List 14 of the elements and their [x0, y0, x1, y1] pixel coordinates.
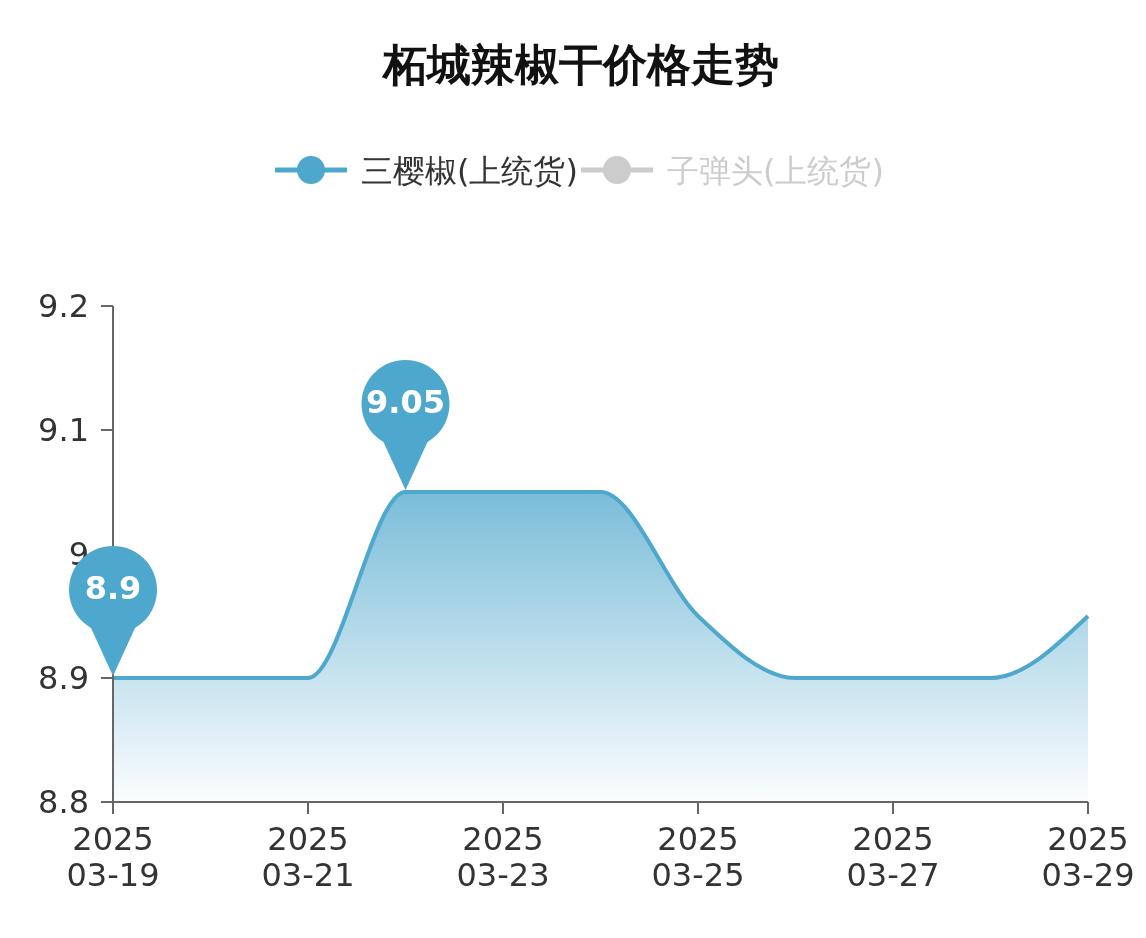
x-tick-label: 2025 03-19	[66, 820, 160, 894]
x-tick-label: 2025 03-29	[1041, 820, 1135, 894]
y-tick-label: 8.8	[38, 783, 89, 821]
x-tick-label: 2025 03-21	[261, 820, 355, 894]
annotation: 9.05	[366, 383, 445, 421]
y-tick-label: 8.9	[38, 659, 89, 697]
legend-label: 三樱椒(上统货)	[361, 152, 578, 190]
x-tick-label: 2025 03-25	[651, 820, 745, 894]
annotation: 8.9	[84, 569, 142, 607]
y-tick-label: 9.2	[38, 287, 89, 325]
chart-title: 柘城辣椒干价格走势	[381, 39, 779, 90]
x-tick-label: 2025 03-27	[846, 820, 940, 894]
y-tick-label: 9.1	[38, 411, 89, 449]
x-tick-label: 2025 03-23	[456, 820, 550, 894]
